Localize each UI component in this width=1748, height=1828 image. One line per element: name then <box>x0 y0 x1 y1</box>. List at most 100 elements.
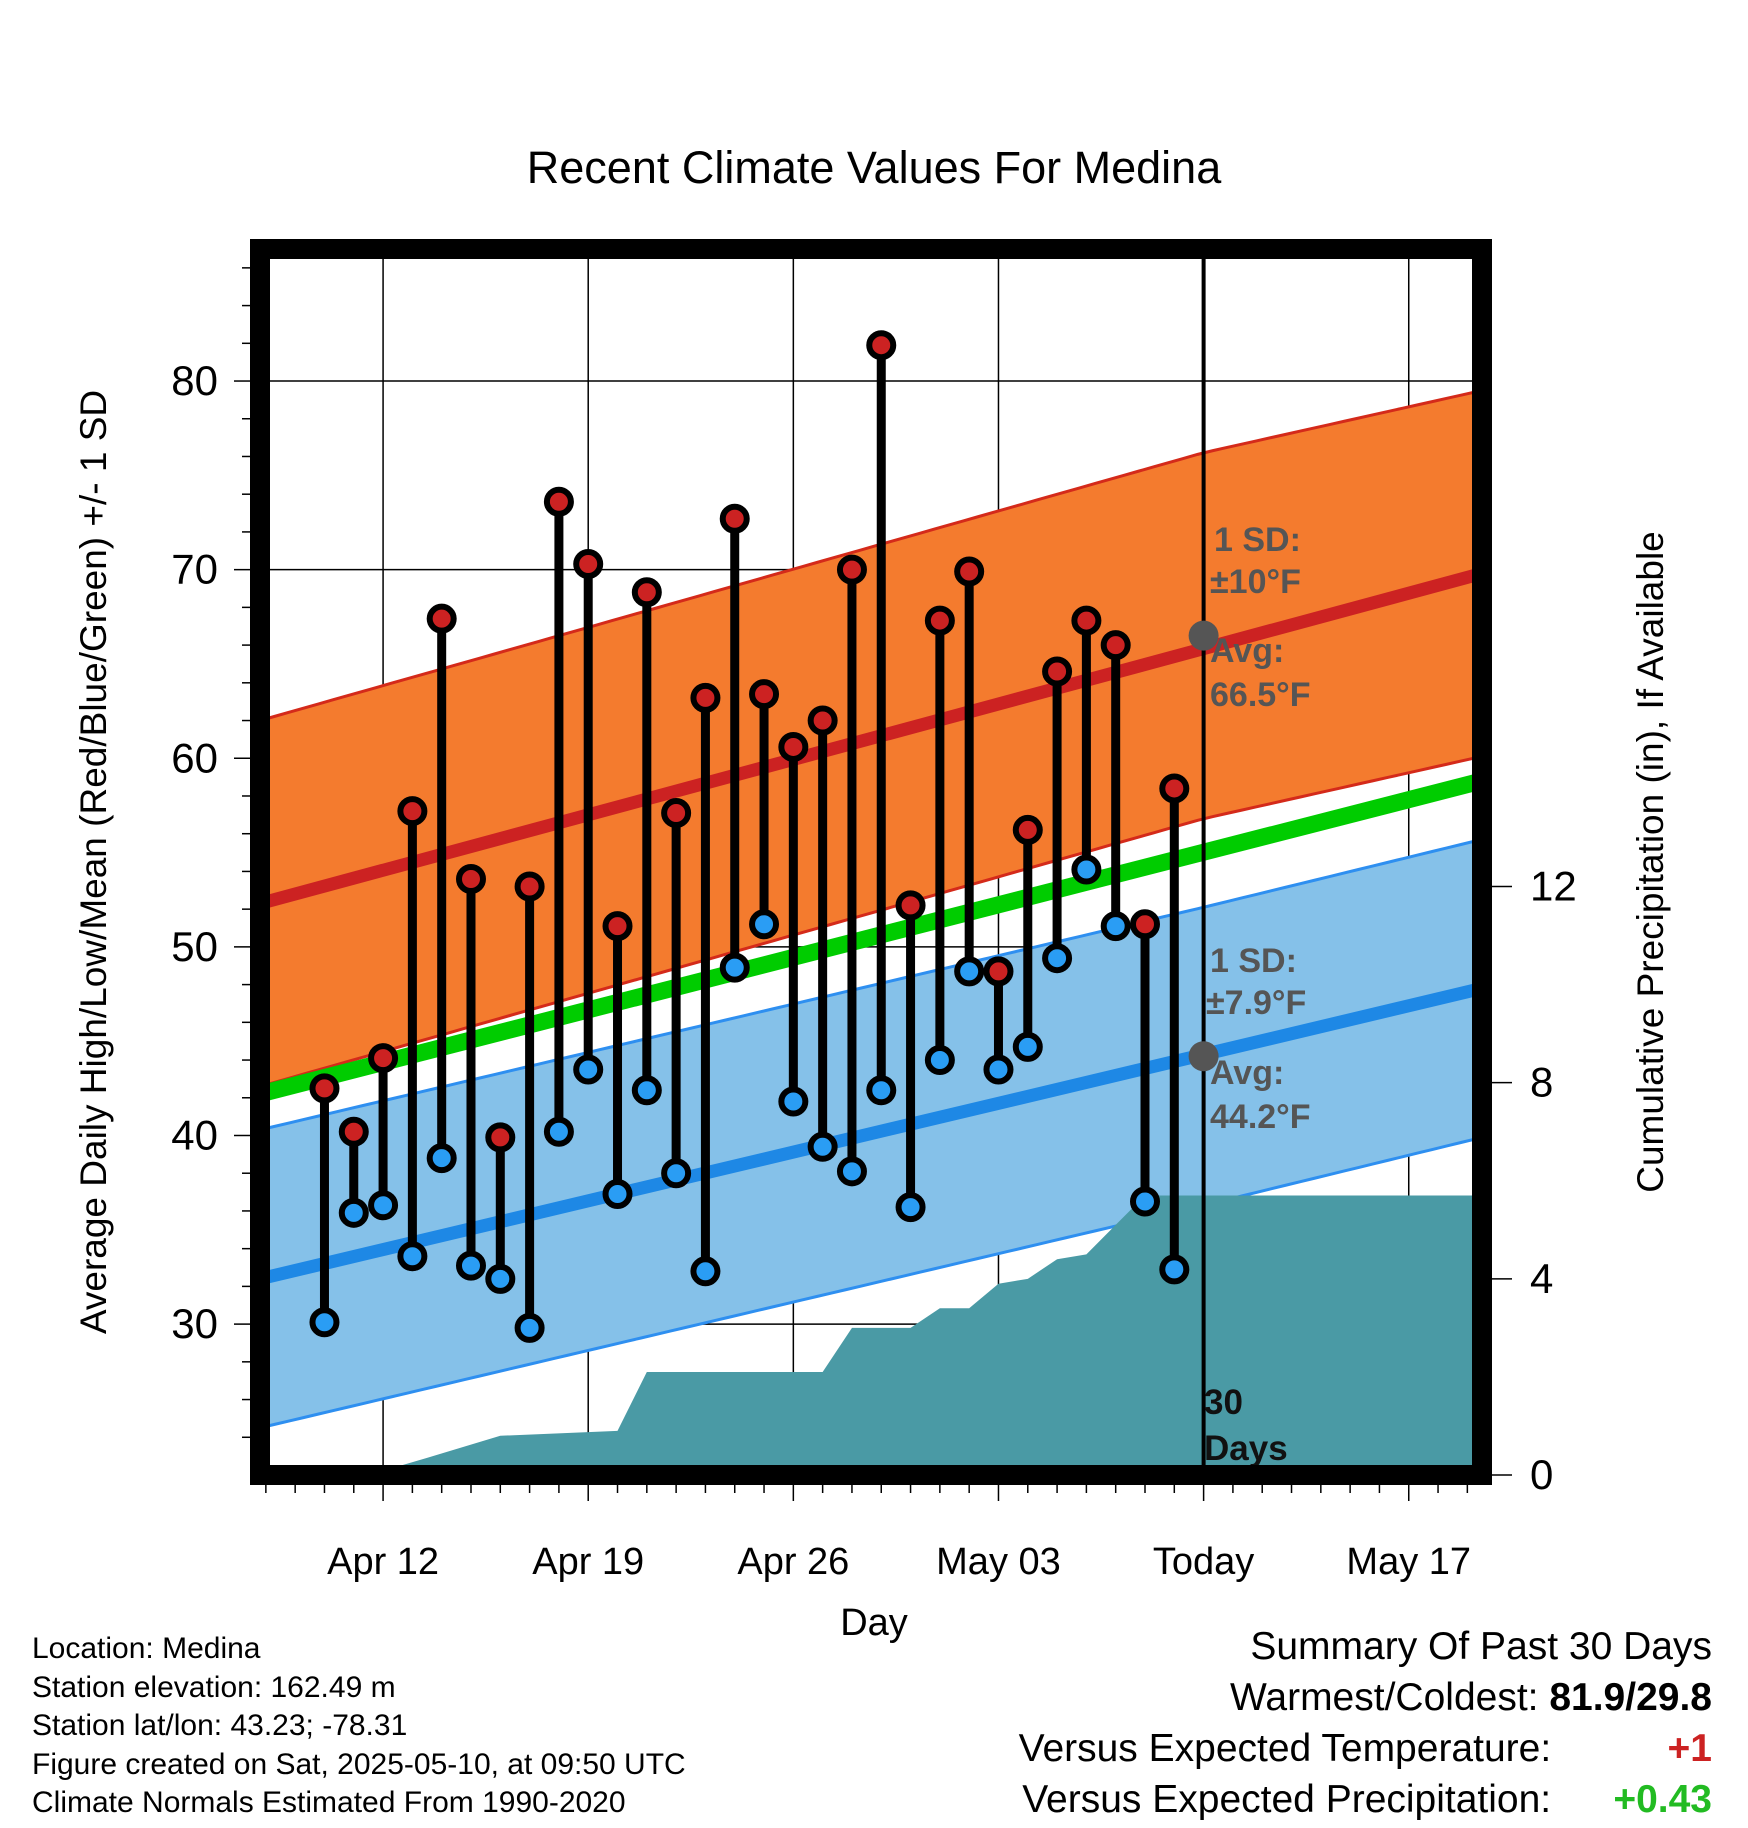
daily-high-point <box>836 554 867 585</box>
daily-low-point <box>719 952 750 983</box>
daily-high-point <box>1100 630 1131 661</box>
warm-cold-value: 81.9/29.8 <box>1549 1676 1712 1719</box>
normal-high-line <box>260 567 1482 910</box>
high-sd-value: ±10°F <box>1210 563 1301 601</box>
daily-low-point <box>426 1143 457 1174</box>
location-text: Location: Medina <box>32 1632 261 1665</box>
daily-low-point <box>631 1075 662 1106</box>
daily-low-point <box>778 1086 809 1117</box>
daily-low-point <box>368 1190 399 1221</box>
y-axis-label: Average Daily High/Low/Mean (Red/Blue/Gr… <box>73 390 114 1334</box>
daily-low-point <box>514 1312 545 1343</box>
daily-low-point <box>749 909 780 940</box>
daily-low-point <box>1100 911 1131 942</box>
today-normal-high-marker <box>1188 620 1219 651</box>
y2-axis-ticks: 0 4 8 12 <box>1492 863 1577 1498</box>
daily-high-point <box>602 911 633 942</box>
daily-low-point <box>954 956 985 987</box>
daily-high-point <box>368 1043 399 1074</box>
daily-low-point <box>543 1116 574 1147</box>
y2-tick-label: 0 <box>1530 1451 1553 1498</box>
summary-temp: Versus Expected Temperature: +1 <box>1019 1723 1712 1774</box>
daily-high-point <box>1012 814 1043 845</box>
daily-low-point <box>924 1045 955 1076</box>
y2-tick-label: 12 <box>1530 863 1577 910</box>
y-tick-label: 40 <box>171 1111 218 1158</box>
summary-panel: Summary Of Past 30 Days Warmest/Coldest:… <box>1019 1621 1712 1825</box>
precip-days-unit: Days <box>1204 1429 1288 1468</box>
daily-high-point <box>1159 773 1190 804</box>
daily-high-point <box>983 956 1014 987</box>
daily-low-point <box>983 1054 1014 1085</box>
y-axis-ticks: 30 40 50 60 70 80 <box>171 267 250 1439</box>
daily-high-point <box>1042 656 1073 687</box>
daily-high-point <box>455 863 486 894</box>
daily-high-point <box>426 603 457 634</box>
daily-high-point <box>661 797 692 828</box>
daily-low-point <box>836 1156 867 1187</box>
daily-low-point <box>309 1307 340 1338</box>
y2-tick-label: 4 <box>1530 1255 1553 1302</box>
daily-high-point <box>807 705 838 736</box>
daily-high-point <box>397 796 428 827</box>
daily-low-point <box>602 1178 633 1209</box>
y-tick-label: 80 <box>171 357 218 404</box>
x-tick-label: Apr 12 <box>327 1541 439 1583</box>
daily-low-point <box>1012 1031 1043 1062</box>
summary-warm-cold: Warmest/Coldest: 81.9/29.8 <box>1019 1672 1712 1723</box>
daily-high-point <box>1071 605 1102 636</box>
low-avg-label: Avg: <box>1210 1054 1284 1092</box>
daily-high-point <box>631 577 662 608</box>
daily-high-point <box>543 486 574 517</box>
daily-low-point <box>455 1250 486 1281</box>
warm-cold-label: Warmest/Coldest: <box>1230 1676 1539 1719</box>
precip-label: Versus Expected Precipitation: <box>1022 1778 1552 1821</box>
summary-title: Summary Of Past 30 Days <box>1250 1625 1712 1668</box>
daily-low-point <box>397 1241 428 1272</box>
high-sd-label: 1 SD: <box>1214 521 1301 559</box>
created-text: Figure created on Sat, 2025-05-10, at 09… <box>32 1747 686 1781</box>
daily-low-point <box>807 1131 838 1162</box>
daily-low-point <box>573 1054 604 1085</box>
chart-title: Recent Climate Values For Medina <box>527 142 1222 193</box>
daily-low-point <box>690 1256 721 1287</box>
low-annotation: 1 SD: ±7.9°F Avg: 44.2°F <box>1206 942 1311 1136</box>
high-avg-value: 66.5°F <box>1210 676 1311 714</box>
daily-high-point <box>954 556 985 587</box>
daily-low-point <box>485 1263 516 1294</box>
precip-value: +0.43 <box>1613 1778 1712 1821</box>
plot-frame <box>250 239 1492 1485</box>
elevation-text: Station elevation: 162.49 m <box>32 1670 396 1704</box>
daily-high-point <box>573 548 604 579</box>
daily-high-point <box>485 1122 516 1153</box>
daily-high-point <box>749 679 780 710</box>
low-avg-value: 44.2°F <box>1210 1098 1311 1136</box>
x-tick-label: Today <box>1153 1541 1254 1583</box>
daily-high-point <box>690 682 721 713</box>
daily-low-point <box>661 1158 692 1189</box>
temp-value: +1 <box>1667 1727 1712 1770</box>
daily-high-point <box>309 1073 340 1104</box>
temp-label: Versus Expected Temperature: <box>1018 1727 1552 1770</box>
y-tick-label: 70 <box>171 546 218 593</box>
normal-low-line <box>260 982 1482 1286</box>
x-axis-ticks: Apr 12 Apr 19 Apr 26 May 03 Today May 17 <box>265 1485 1471 1583</box>
low-sd-label: 1 SD: <box>1210 942 1297 980</box>
high-annotation: 1 SD: ±10°F Avg: 66.5°F <box>1210 521 1311 714</box>
daily-low-point <box>1042 943 1073 974</box>
daily-temperature-bars <box>309 330 1190 1343</box>
low-sd-value: ±7.9°F <box>1206 984 1306 1022</box>
daily-high-point <box>514 871 545 902</box>
daily-high-point <box>866 330 897 361</box>
y-tick-label: 50 <box>171 923 218 970</box>
daily-high-point <box>895 890 926 921</box>
precip-days-number: 30 <box>1204 1383 1243 1422</box>
y2-axis-label: Cumulative Precipitation (in), If Availa… <box>1630 531 1671 1193</box>
station-info: Location: Medina Station elevation: 162.… <box>32 1630 686 1823</box>
high-avg-label: Avg: <box>1210 632 1284 670</box>
plot-area: 1 SD: ±10°F Avg: 66.5°F 1 SD: ±7.9°F Avg… <box>260 249 1482 1475</box>
daily-high-point <box>338 1116 369 1147</box>
normals-text: Climate Normals Estimated From 1990-2020 <box>32 1786 626 1819</box>
y-tick-label: 60 <box>171 734 218 781</box>
